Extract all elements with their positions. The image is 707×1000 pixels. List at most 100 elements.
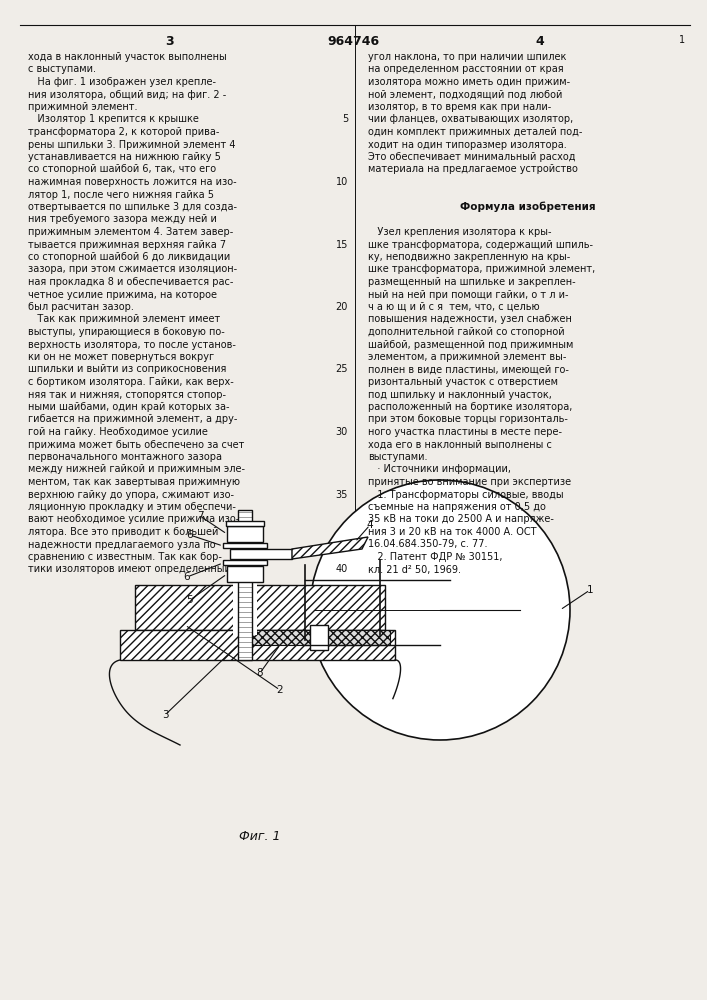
Text: Фиг. 1: Фиг. 1 [239, 830, 281, 843]
Text: ризонтальный участок с отверстием: ризонтальный участок с отверстием [368, 377, 558, 387]
Bar [226, 521, 264, 526]
Bar [230, 549, 292, 559]
Text: прижима может быть обеспечено за счет: прижима может быть обеспечено за счет [28, 440, 245, 450]
Text: со стопорной шайбой 6, так, что его: со стопорной шайбой 6, так, что его [28, 164, 216, 174]
Text: расположенный на бортике изолятора,: расположенный на бортике изолятора, [368, 402, 573, 412]
Text: вают необходимое усилие прижима изо-: вают необходимое усилие прижима изо- [28, 514, 239, 524]
Text: прижимной элемент.: прижимной элемент. [28, 102, 137, 112]
Text: хода в наклонный участок выполнены: хода в наклонный участок выполнены [28, 52, 227, 62]
Text: 8: 8 [257, 668, 263, 678]
Text: 6: 6 [187, 530, 193, 540]
Text: размещенный на шпильке и закреплен-: размещенный на шпильке и закреплен- [368, 277, 575, 287]
Text: 15: 15 [336, 239, 348, 249]
Text: со стопорной шайбой 6 до ликвидации: со стопорной шайбой 6 до ликвидации [28, 252, 230, 262]
Text: 35 кВ на токи до 2500 А и напряже-: 35 кВ на токи до 2500 А и напряже- [368, 514, 554, 524]
Text: ного участка пластины в месте пере-: ного участка пластины в месте пере- [368, 427, 562, 437]
Text: с бортиком изолятора. Гайки, как верх-: с бортиком изолятора. Гайки, как верх- [28, 377, 234, 387]
Text: 4: 4 [367, 520, 373, 530]
Text: выступы, упирающиеся в боковую по-: выступы, упирающиеся в боковую по- [28, 327, 225, 337]
Text: 1: 1 [587, 585, 593, 595]
Text: шке трансформатора, содержащий шпиль-: шке трансформатора, содержащий шпиль- [368, 239, 593, 249]
Text: 25: 25 [336, 364, 348, 374]
Text: ная прокладка 8 и обеспечивается рас-: ная прокладка 8 и обеспечивается рас- [28, 277, 233, 287]
Polygon shape [292, 537, 368, 559]
Bar [135, 585, 385, 630]
Text: ния требуемого зазора между ней и: ния требуемого зазора между ней и [28, 215, 217, 225]
Bar [223, 543, 267, 548]
Text: устанавливается на нижнюю гайку 5: устанавливается на нижнюю гайку 5 [28, 152, 221, 162]
Text: прижимным элементом 4. Затем завер-: прижимным элементом 4. Затем завер- [28, 227, 233, 237]
Text: угол наклона, то при наличии шпилек: угол наклона, то при наличии шпилек [368, 52, 566, 62]
Text: рены шпильки 3. Прижимной элемент 4: рены шпильки 3. Прижимной элемент 4 [28, 139, 235, 149]
Text: 5: 5 [187, 595, 193, 605]
Text: 4: 4 [536, 35, 544, 48]
Text: ментом, так как завертывая прижимную: ментом, так как завертывая прижимную [28, 477, 240, 487]
Circle shape [310, 480, 570, 740]
Text: шке трансформатора, прижимной элемент,: шке трансформатора, прижимной элемент, [368, 264, 595, 274]
Text: изолятор, в то время как при нали-: изолятор, в то время как при нали- [368, 102, 551, 112]
Text: 3: 3 [165, 35, 175, 48]
Text: 5: 5 [341, 114, 348, 124]
Text: 35: 35 [336, 489, 348, 499]
Text: лятора. Все это приводит к большей: лятора. Все это приводит к большей [28, 527, 218, 537]
Text: был расчитан зазор.: был расчитан зазор. [28, 302, 134, 312]
Text: один комплект прижимных деталей под-: один комплект прижимных деталей под- [368, 127, 583, 137]
Text: съемные на напряжения от 0,5 до: съемные на напряжения от 0,5 до [368, 502, 546, 512]
Bar [240, 630, 390, 645]
Text: 10: 10 [336, 177, 348, 187]
Text: Так как прижимной элемент имеет: Так как прижимной элемент имеет [28, 314, 221, 324]
Text: под шпильку и наклонный участок,: под шпильку и наклонный участок, [368, 389, 552, 399]
Text: 2. Патент ФДР № 30151,: 2. Патент ФДР № 30151, [368, 552, 503, 562]
Text: на определенном расстоянии от края: на определенном расстоянии от края [368, 64, 563, 75]
Text: принятые во внимание при экспертизе: принятые во внимание при экспертизе [368, 477, 571, 487]
Text: материала на предлагаемое устройство: материала на предлагаемое устройство [368, 164, 578, 174]
Text: ляционную прокладку и этим обеспечи-: ляционную прокладку и этим обеспечи- [28, 502, 236, 512]
Text: Узел крепления изолятора к кры-: Узел крепления изолятора к кры- [368, 227, 551, 237]
Text: ния изолятора, общий вид; на фиг. 2 -: ния изолятора, общий вид; на фиг. 2 - [28, 90, 226, 100]
Text: ния 3 и 20 кВ на ток 4000 А. ОСТ: ния 3 и 20 кВ на ток 4000 А. ОСТ [368, 527, 537, 537]
Text: с выступами.: с выступами. [28, 64, 96, 75]
Bar [310, 625, 328, 650]
Text: гой на гайку. Необходимое усилие: гой на гайку. Необходимое усилие [28, 427, 208, 437]
Text: 2: 2 [276, 685, 284, 695]
Bar [233, 580, 257, 635]
Text: кл. 21 d² 50, 1969.: кл. 21 d² 50, 1969. [368, 564, 461, 574]
Text: дополнительной гайкой со стопорной: дополнительной гайкой со стопорной [368, 327, 565, 337]
Text: тики изоляторов имеют определенный: тики изоляторов имеют определенный [28, 564, 231, 574]
Text: выступами.: выступами. [368, 452, 428, 462]
Bar [238, 510, 252, 660]
Text: ки он не может повернуться вокруг: ки он не может повернуться вокруг [28, 352, 214, 362]
Text: полнен в виде пластины, имеющей го-: полнен в виде пластины, имеющей го- [368, 364, 569, 374]
Text: первоначального монтажного зазора: первоначального монтажного зазора [28, 452, 222, 462]
Text: элементом, а прижимной элемент вы-: элементом, а прижимной элемент вы- [368, 352, 566, 362]
Text: при этом боковые торцы горизонталь-: при этом боковые торцы горизонталь- [368, 414, 568, 424]
Text: ходит на один типоразмер изолятора.: ходит на один типоразмер изолятора. [368, 139, 567, 149]
Bar [227, 566, 263, 582]
Text: верхнюю гайку до упора, сжимают изо-: верхнюю гайку до упора, сжимают изо- [28, 489, 234, 499]
Text: Изолятор 1 крепится к крышке: Изолятор 1 крепится к крышке [28, 114, 199, 124]
Text: зазора, при этом сжимается изоляцион-: зазора, при этом сжимается изоляцион- [28, 264, 237, 274]
Text: лятор 1, после чего нижняя гайка 5: лятор 1, после чего нижняя гайка 5 [28, 190, 214, 200]
Text: изолятора можно иметь один прижим-: изолятора можно иметь один прижим- [368, 77, 570, 87]
Text: 1: 1 [679, 35, 685, 45]
Text: шпильки и выйти из соприкосновения: шпильки и выйти из соприкосновения [28, 364, 226, 374]
Bar [223, 560, 267, 565]
Text: чии фланцев, охватывающих изолятор,: чии фланцев, охватывающих изолятор, [368, 114, 573, 124]
Text: няя так и нижняя, стопорятся стопор-: няя так и нижняя, стопорятся стопор- [28, 389, 226, 399]
Text: гибается на прижимной элемент, а дру-: гибается на прижимной элемент, а дру- [28, 414, 238, 424]
Text: отвертывается по шпильке 3 для созда-: отвертывается по шпильке 3 для созда- [28, 202, 237, 212]
Text: шайбой, размещенной под прижимным: шайбой, размещенной под прижимным [368, 340, 573, 350]
Text: хода его в наклонный выполнены с: хода его в наклонный выполнены с [368, 440, 552, 450]
Text: 20: 20 [336, 302, 348, 312]
Text: повышения надежности, узел снабжен: повышения надежности, узел снабжен [368, 314, 572, 324]
Text: ку, неподвижно закрепленную на кры-: ку, неподвижно закрепленную на кры- [368, 252, 571, 262]
Text: 30: 30 [336, 427, 348, 437]
Text: 7: 7 [197, 511, 204, 521]
Text: 3: 3 [162, 710, 168, 720]
Text: · Источники информации,: · Источники информации, [368, 464, 511, 475]
Text: ной элемент, подходящий под любой: ной элемент, подходящий под любой [368, 90, 562, 100]
Text: Формула изобретения: Формула изобретения [460, 202, 596, 213]
Text: ч а ю щ и й с я  тем, что, с целью: ч а ю щ и й с я тем, что, с целью [368, 302, 539, 312]
Text: тывается прижимная верхняя гайка 7: тывается прижимная верхняя гайка 7 [28, 239, 226, 249]
Text: ными шайбами, один край которых за-: ными шайбами, один край которых за- [28, 402, 230, 412]
